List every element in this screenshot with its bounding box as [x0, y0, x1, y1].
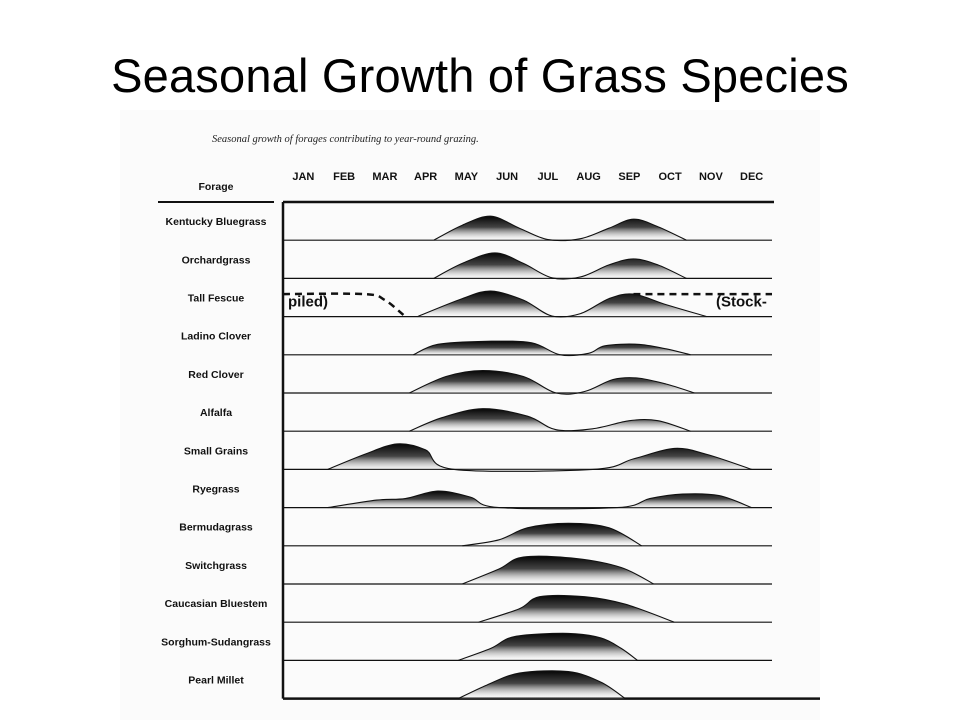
chart-figure: Seasonal growth of forages contributing …: [120, 110, 820, 720]
growth-area-ladino-clover: [413, 341, 691, 356]
growth-area-ryegrass: [327, 491, 752, 509]
growth-curve-sorghum-sudangrass: [458, 632, 638, 661]
row-label-alfalfa: Alfalfa: [200, 407, 232, 419]
row-label-kentucky-bluegrass: Kentucky Bluegrass: [166, 216, 267, 228]
forage-growth-chart: JAN FEB MAR APR MAY JUN JUL AUG SEP OCT NOV DEC Fora…: [158, 171, 820, 700]
month-label-aug: AUG: [576, 171, 600, 183]
growth-curve-red-clover: [409, 369, 695, 395]
month-label-apr: APR: [414, 171, 437, 183]
row-label-ladino-clover: Ladino Clover: [181, 331, 251, 343]
growth-curve-alfalfa: [409, 408, 691, 432]
annotation-piled: piled): [288, 294, 328, 311]
row-label-tall-fescue: Tall Fescue: [188, 293, 245, 305]
row-label-orchardgrass: Orchardgrass: [182, 254, 251, 266]
growth-area-small-grains: [327, 443, 752, 472]
month-label-feb: FEB: [333, 171, 355, 183]
row-label-sorghum-sudangrass: Sorghum-Sudangrass: [161, 636, 271, 648]
growth-curve-caucasian-bluestem: [478, 594, 675, 623]
growth-curve-bermudagrass: [462, 522, 642, 547]
month-label-jun: JUN: [496, 171, 518, 183]
growth-area-orchardgrass: [433, 252, 687, 280]
growth-area-tall-fescue: [417, 291, 707, 318]
row-label-bermudagrass: Bermudagrass: [179, 522, 253, 534]
month-label-nov: NOV: [699, 171, 724, 183]
growth-area-caucasian-bluestem: [478, 595, 675, 623]
growth-curve-ryegrass: [327, 490, 752, 510]
row-label-ryegrass: Ryegrass: [192, 484, 239, 496]
annotation-stock: (Stock-: [716, 294, 767, 311]
month-label-dec: DEC: [740, 171, 763, 183]
forage-column-header: Forage: [198, 181, 233, 193]
month-label-jul: JUL: [537, 171, 558, 183]
chart-caption: Seasonal growth of forages contributing …: [212, 134, 479, 145]
month-label-jan: JAN: [292, 171, 314, 183]
growth-curve-tall-fescue: [417, 290, 707, 318]
growth-curve-small-grains: [327, 443, 752, 472]
growth-curve-pearl-millet: [457, 670, 626, 700]
row-label-pearl-millet: Pearl Millet: [188, 675, 244, 687]
month-label-sep: SEP: [618, 171, 640, 183]
growth-area-red-clover: [409, 370, 695, 395]
growth-area-sorghum-sudangrass: [458, 633, 638, 661]
growth-curve-switchgrass: [462, 555, 655, 585]
growth-area-kentucky-bluegrass: [433, 216, 687, 241]
month-label-may: MAY: [455, 171, 479, 183]
row-label-small-grains: Small Grains: [184, 445, 248, 457]
growth-curve-orchardgrass: [433, 252, 687, 280]
growth-curve-kentucky-bluegrass: [433, 215, 687, 242]
growth-area-bermudagrass: [462, 523, 642, 546]
month-label-oct: OCT: [659, 171, 683, 183]
slide-title: Seasonal Growth of Grass Species: [111, 49, 849, 102]
month-label-mar: MAR: [372, 171, 397, 183]
growth-area-alfalfa: [409, 408, 691, 432]
growth-area-pearl-millet: [458, 670, 626, 699]
row-label-caucasian-bluestem: Caucasian Bluestem: [165, 598, 268, 610]
growth-area-switchgrass: [462, 556, 654, 584]
row-label-red-clover: Red Clover: [188, 369, 243, 381]
growth-curve-ladino-clover: [413, 340, 691, 357]
row-label-switchgrass: Switchgrass: [185, 560, 247, 572]
